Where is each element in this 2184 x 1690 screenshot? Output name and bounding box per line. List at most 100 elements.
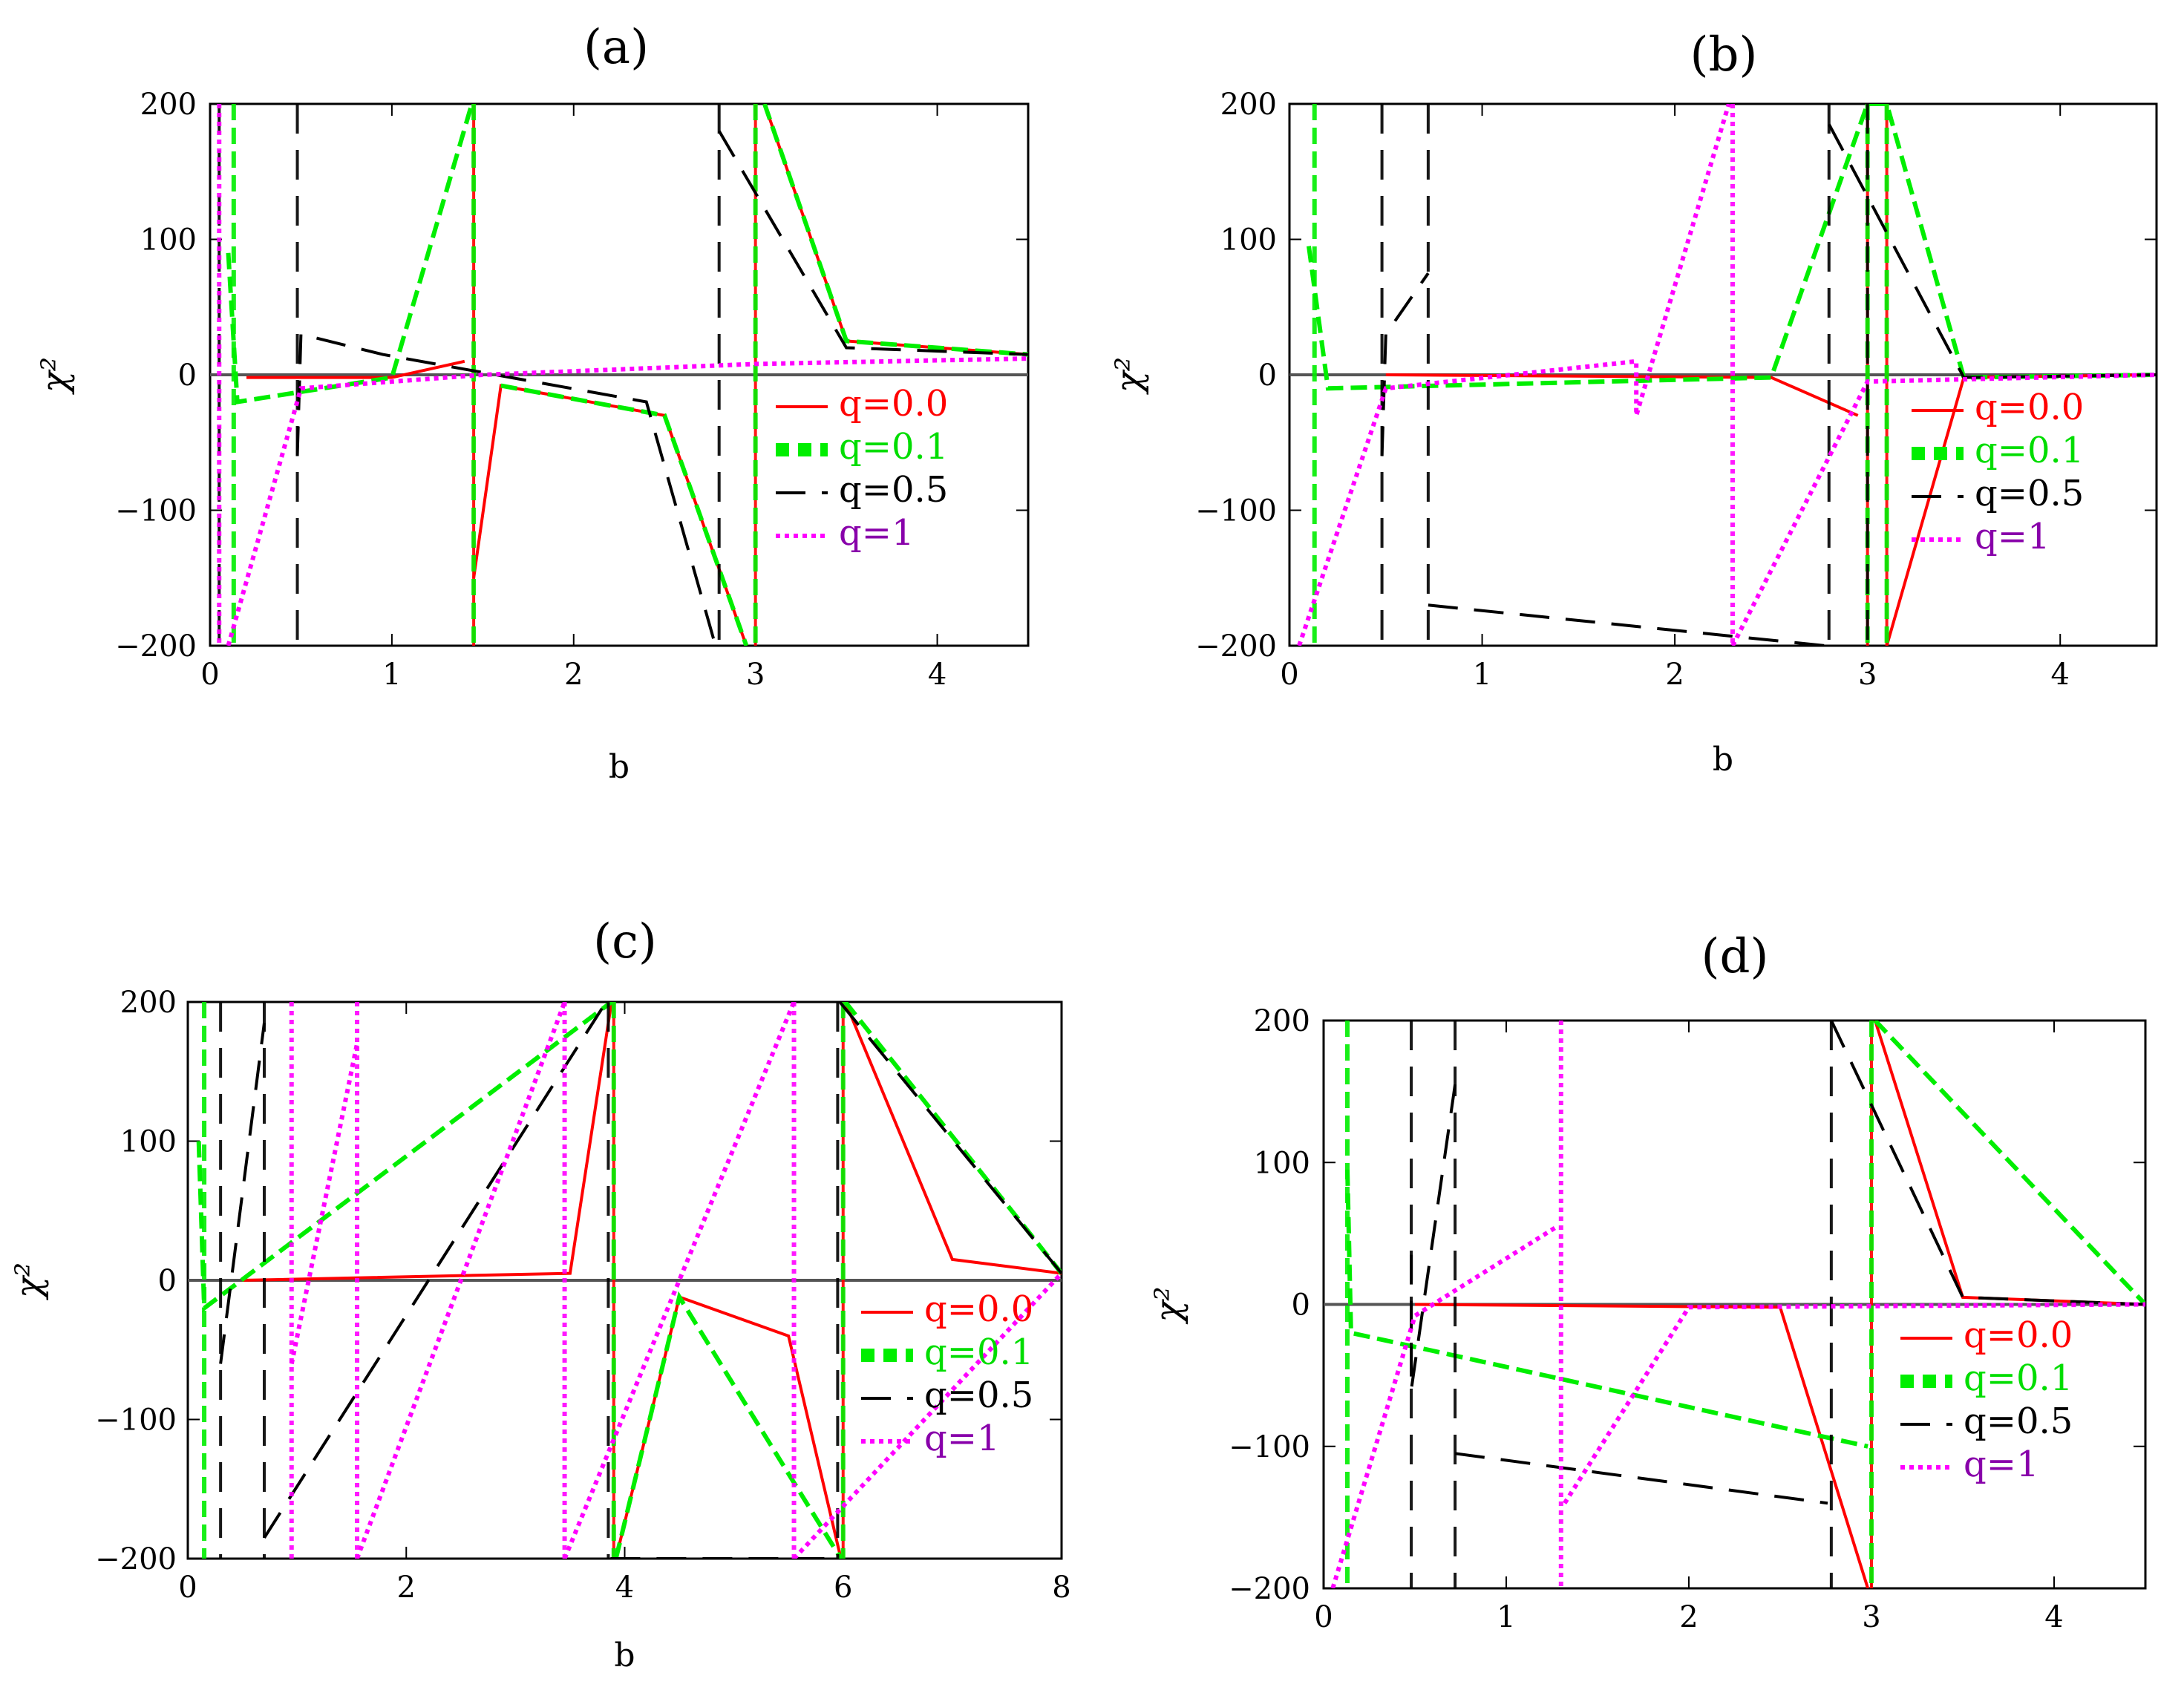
series-line-q=0.5 xyxy=(219,1022,266,1364)
x-tick-label: 1 xyxy=(1497,1600,1515,1634)
series-line-q=0.1 xyxy=(613,1291,843,1559)
x-tick-label: 4 xyxy=(928,658,946,692)
series-line-q=1 xyxy=(1330,1224,1559,1588)
legend-label: q=0.0 xyxy=(1975,387,2084,428)
legend-label: q=0.5 xyxy=(839,469,948,511)
series-line-q=0.5 xyxy=(295,332,717,646)
x-axis-label: b xyxy=(614,1637,635,1674)
panel-title: (b) xyxy=(1690,27,1758,82)
legend-label: q=0.0 xyxy=(1964,1314,2073,1356)
series-line-q=0.5 xyxy=(838,1002,1062,1274)
x-tick-label: 3 xyxy=(1862,1600,1880,1634)
y-tick-label: −100 xyxy=(115,494,197,528)
x-tick-label: 8 xyxy=(1052,1571,1070,1605)
legend-label: q=0.1 xyxy=(1975,430,2084,471)
data-layer xyxy=(196,1002,1062,1559)
panel-title: (d) xyxy=(1701,929,1769,984)
y-tick-label: −200 xyxy=(115,629,197,664)
y-tick-label: 200 xyxy=(1254,1004,1310,1038)
series-line-q=1 xyxy=(289,1043,359,1365)
series-line-q=1 xyxy=(355,1002,567,1559)
series-line-q=0.0 xyxy=(1414,1303,1870,1588)
legend-label: q=0.5 xyxy=(1964,1401,2073,1442)
series-line-q=0.0 xyxy=(242,1002,613,1282)
series-line-q=1 xyxy=(1730,373,2157,646)
panel-title: (c) xyxy=(593,914,657,969)
x-tick-label: 2 xyxy=(564,658,583,692)
series-line-q=1 xyxy=(792,1271,1062,1559)
series-line-q=1 xyxy=(1297,104,1731,646)
y-tick-label: 0 xyxy=(1292,1288,1310,1323)
x-tick-label: 0 xyxy=(200,658,219,692)
series-line-q=0.1 xyxy=(1307,104,2157,391)
series-line-q=0.1 xyxy=(500,383,749,646)
x-tick-label: 0 xyxy=(178,1571,197,1605)
series-line-q=1 xyxy=(562,1002,797,1559)
y-tick-label: 100 xyxy=(140,223,197,258)
x-tick-label: 4 xyxy=(2044,1600,2063,1634)
legend-label: q=1 xyxy=(924,1418,999,1459)
x-axis-label: b xyxy=(609,748,630,786)
x-tick-label: 0 xyxy=(1280,658,1298,692)
y-tick-label: 200 xyxy=(140,88,197,122)
legend-label: q=0.5 xyxy=(1975,473,2084,514)
legend-label: q=1 xyxy=(839,512,914,554)
chart-panel-c: 0 2 4 6 8 200 100 0 −100 −200 (c) b χ² q=0.0q=0.1q=0.… xyxy=(8,914,1071,1674)
x-axis-label: b xyxy=(1713,741,1733,779)
y-tick-label: 200 xyxy=(1220,88,1277,122)
x-tick-label: 2 xyxy=(1665,658,1684,692)
y-tick-label: −100 xyxy=(1229,1430,1310,1464)
x-tick-label: 4 xyxy=(615,1571,634,1605)
x-tick-label: 4 xyxy=(2050,658,2069,692)
y-tick-label: −100 xyxy=(1195,494,1277,528)
x-tick-label: 2 xyxy=(1679,1600,1698,1634)
series-line-q=0.5 xyxy=(263,1002,608,1539)
series-line-q=0.5 xyxy=(1830,1021,2145,1306)
series-line-q=0.5 xyxy=(1380,272,1430,456)
y-tick-label: −100 xyxy=(95,1404,177,1438)
legend-label: q=1 xyxy=(1975,516,2050,557)
x-tick-label: 3 xyxy=(1858,658,1877,692)
y-tick-label: 200 xyxy=(120,986,177,1020)
series-line-q=0.5 xyxy=(1428,603,1825,646)
legend-label: q=0.0 xyxy=(839,383,948,425)
series-line-q=0.5 xyxy=(1828,123,2157,379)
y-axis-label: χ² xyxy=(34,357,76,395)
y-tick-label: −200 xyxy=(1195,629,1277,664)
series-line-q=0.1 xyxy=(196,1002,613,1313)
y-tick-label: −200 xyxy=(95,1542,177,1576)
x-tick-label: 3 xyxy=(746,658,765,692)
x-tick-label: 0 xyxy=(1314,1600,1333,1634)
y-axis-label: χ² xyxy=(1108,357,1150,395)
y-tick-label: −200 xyxy=(1229,1572,1310,1606)
series-line-q=0.5 xyxy=(1454,1452,1828,1505)
legend-label: q=1 xyxy=(1964,1444,2038,1485)
data-layer xyxy=(217,104,1028,646)
data-layer xyxy=(1297,104,2157,646)
series-line-q=0.0 xyxy=(843,1002,1062,1275)
series-line-q=1 xyxy=(1563,1302,2145,1504)
y-axis-label: χ² xyxy=(8,1262,50,1300)
y-tick-label: 100 xyxy=(1220,223,1277,258)
chart-panel-b: 0 1 2 3 4 200 100 0 −100 −200 (b) b χ² q=0.0q=0.1q=0.… xyxy=(1108,27,2158,779)
y-axis-label: χ² xyxy=(1148,1286,1189,1324)
y-tick-label: 0 xyxy=(1258,358,1277,393)
series-line-q=0.1 xyxy=(762,104,1028,357)
series-line-q=0.0 xyxy=(246,359,465,379)
legend-label: q=0.1 xyxy=(1964,1357,2073,1399)
x-tick-label: 1 xyxy=(382,658,401,692)
series-line-q=0.1 xyxy=(1873,1021,2145,1306)
x-tick-label: 1 xyxy=(1473,658,1491,692)
legend-label: q=0.1 xyxy=(924,1332,1033,1373)
y-tick-label: 0 xyxy=(158,1264,177,1298)
y-tick-label: 0 xyxy=(178,358,197,393)
chart-panel-d: 0 1 2 3 4 200 100 0 −100 −200 (d) χ² q=0.0q=0.1q=0.5… xyxy=(1148,929,2147,1634)
legend-label: q=0.0 xyxy=(924,1288,1033,1330)
series-line-q=0.1 xyxy=(226,104,474,405)
legend-label: q=0.1 xyxy=(839,426,948,468)
series-line-q=0.5 xyxy=(1410,1084,1457,1390)
x-tick-label: 2 xyxy=(397,1571,416,1605)
legend-label: q=0.5 xyxy=(924,1375,1033,1416)
panel-title: (a) xyxy=(583,20,649,75)
